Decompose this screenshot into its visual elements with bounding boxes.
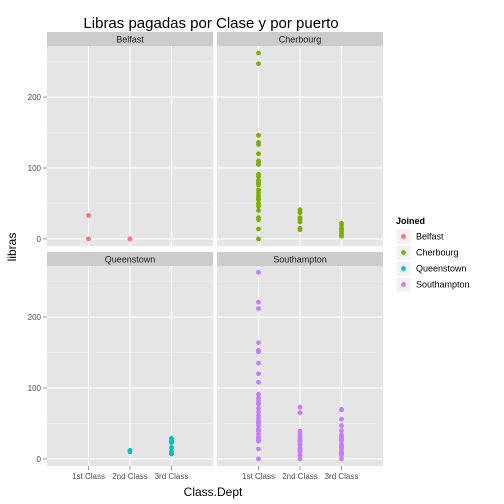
data-point-southampton <box>256 349 261 355</box>
data-point-cherbourg <box>256 208 261 213</box>
data-point-cherbourg <box>256 174 261 179</box>
legend-label: Southampton <box>416 280 470 290</box>
data-point-southampton <box>256 371 261 377</box>
data-point-southampton <box>256 299 261 305</box>
facet-strip <box>217 32 383 46</box>
data-point-southampton <box>256 438 261 444</box>
legend-label: Cherbourg <box>416 248 459 258</box>
data-point-southampton <box>256 406 261 411</box>
legend-label: Belfast <box>416 232 444 242</box>
data-point-cherbourg <box>256 142 261 147</box>
data-point-cherbourg <box>256 151 261 157</box>
data-point-southampton <box>256 391 261 397</box>
legend-swatch <box>401 266 406 271</box>
data-point-southampton <box>339 416 344 422</box>
data-point-southampton <box>297 449 303 455</box>
x-axis-ticks: 1st Class 2nd Class 3rd Class 1st Class 2nd … <box>72 466 358 481</box>
legend-item-cherbourg: Cherbourg <box>395 244 459 261</box>
data-point-southampton <box>339 452 344 458</box>
facet-strip <box>47 252 213 266</box>
legend: Joined Belfast Cherbourg Queenstown Southam… <box>395 216 470 293</box>
data-point-southampton <box>256 306 261 311</box>
data-point-southampton <box>256 269 261 275</box>
facet-panel-southampton: Southampton <box>217 252 383 466</box>
facet-strip-label: Southampton <box>273 255 327 265</box>
data-point-cherbourg <box>256 162 261 167</box>
facet-strip <box>47 32 213 46</box>
x-axis-title: Class.Dept <box>184 485 243 499</box>
data-point-southampton <box>297 456 303 462</box>
data-point-queenstown <box>169 445 174 450</box>
data-point-southampton <box>256 401 261 407</box>
legend-item-queenstown: Queenstown <box>395 260 467 277</box>
y-tick-label: 100 <box>28 384 42 393</box>
data-point-cherbourg <box>256 203 261 209</box>
x-tick-label: 3rd Class <box>155 472 189 481</box>
data-point-cherbourg <box>339 233 344 239</box>
data-point-southampton <box>256 446 261 452</box>
data-point-southampton <box>256 456 261 462</box>
data-point-belfast <box>86 213 91 218</box>
y-tick-label: 200 <box>28 313 42 322</box>
data-point-cherbourg <box>256 226 261 232</box>
legend-item-belfast: Belfast <box>395 228 444 245</box>
legend-item-southampton: Southampton <box>395 276 470 293</box>
data-point-southampton <box>339 423 344 428</box>
data-point-southampton <box>256 379 261 385</box>
data-point-queenstown <box>127 449 133 455</box>
data-point-southampton <box>297 404 303 410</box>
data-point-queenstown <box>169 451 174 457</box>
y-tick-label: 0 <box>37 455 42 464</box>
data-point-southampton <box>256 423 261 428</box>
data-point-cherbourg <box>297 227 303 233</box>
facet-panels: Belfast Cherbourg Queenstown Southampton <box>47 32 383 466</box>
x-tick-label: 2nd Class <box>282 472 318 481</box>
data-point-southampton <box>339 407 344 413</box>
x-tick-label: 2nd Class <box>112 472 148 481</box>
data-point-cherbourg <box>256 197 261 203</box>
data-point-southampton <box>256 409 261 415</box>
data-point-cherbourg <box>256 236 261 242</box>
data-point-southampton <box>297 452 303 458</box>
facet-strip-label: Cherbourg <box>279 35 322 45</box>
y-tick-label: 200 <box>28 93 42 102</box>
facet-strip-label: Queenstown <box>105 255 156 265</box>
facet-panel-queenstown: Queenstown <box>47 252 213 466</box>
data-point-southampton <box>339 428 344 433</box>
chart-title: Libras pagadas por Clase y por puerto <box>83 15 338 32</box>
data-point-cherbourg <box>256 182 261 188</box>
data-point-southampton <box>339 456 344 462</box>
data-point-cherbourg <box>256 217 261 223</box>
data-point-cherbourg <box>297 219 303 225</box>
legend-label: Queenstown <box>416 264 467 274</box>
x-tick-label: 3rd Class <box>325 472 359 481</box>
data-point-southampton <box>256 360 261 366</box>
data-point-southampton <box>256 340 261 345</box>
legend-title: Joined <box>396 216 425 226</box>
y-axis-title: libras <box>5 233 19 262</box>
data-point-southampton <box>297 410 303 416</box>
x-tick-label: 1st Class <box>242 472 275 481</box>
legend-swatch <box>401 250 406 255</box>
data-point-cherbourg <box>256 132 261 138</box>
facet-panel-belfast: Belfast <box>47 32 213 246</box>
data-point-queenstown <box>169 440 174 445</box>
y-tick-label: 100 <box>28 164 42 173</box>
facet-panel-cherbourg: Cherbourg <box>217 32 383 246</box>
legend-swatch <box>401 282 406 287</box>
data-point-belfast <box>127 236 133 242</box>
data-point-cherbourg <box>256 61 261 67</box>
x-tick-label: 1st Class <box>72 472 105 481</box>
y-tick-label: 0 <box>37 235 42 244</box>
data-point-cherbourg <box>297 210 303 216</box>
facet-strip <box>217 252 383 266</box>
data-point-belfast <box>86 236 91 242</box>
data-point-cherbourg <box>256 50 261 56</box>
y-axis-ticks: 0 100 200 0 100 200 <box>28 93 47 464</box>
facet-strip-label: Belfast <box>116 35 144 45</box>
legend-swatch <box>401 234 406 239</box>
